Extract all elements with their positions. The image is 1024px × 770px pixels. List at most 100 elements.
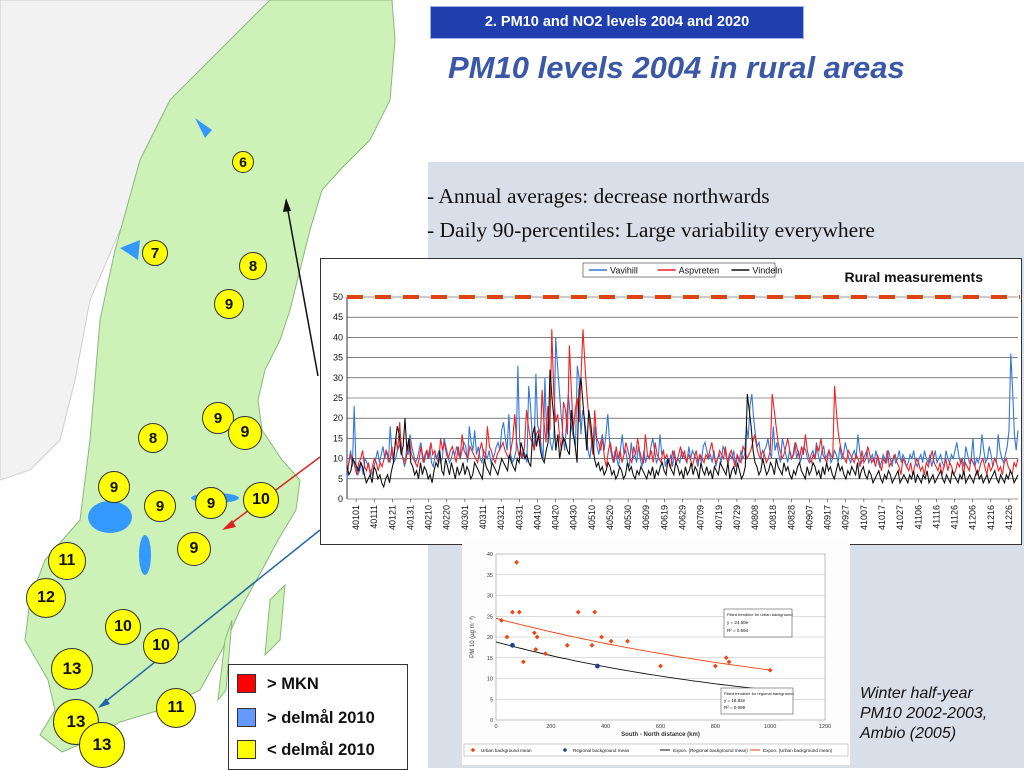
section-header: 2. PM10 and NO2 levels 2004 and 2020	[430, 6, 804, 39]
x-tick-label: 40808	[750, 505, 760, 530]
annotation-eq: y = 18.82e	[724, 698, 746, 703]
arrow-red-head	[222, 520, 236, 530]
y-tick-label: 10	[487, 677, 493, 683]
x-tick-label: 40430	[569, 505, 579, 530]
urban-point	[625, 638, 630, 644]
x-tick-label: 41206	[968, 505, 978, 530]
urban-point	[514, 559, 519, 565]
urban-point	[658, 663, 663, 669]
urban-point	[723, 655, 729, 661]
urban-point	[521, 659, 526, 665]
y-tick-label: 35	[333, 353, 343, 363]
legend-label: Regional background mean	[573, 748, 630, 753]
urban-point	[575, 609, 581, 615]
x-tick-label: 41126	[950, 505, 960, 529]
urban-point	[542, 651, 548, 656]
station-badge: 7	[142, 240, 168, 266]
legend-key	[471, 748, 475, 752]
x-tick-label: 40828	[786, 505, 796, 530]
x-tick-label: 40301	[460, 505, 470, 530]
y-tick-label: 10	[333, 454, 343, 464]
y-tick-label: 15	[487, 656, 493, 662]
x-tick-label: 1000	[764, 724, 776, 730]
x-tick-label: 200	[546, 724, 555, 730]
gotland	[264, 583, 286, 657]
regional-trendline	[495, 641, 771, 691]
station-badge: 11	[156, 688, 196, 728]
y-tick-label: 20	[487, 635, 493, 641]
x-tick-label: 40629	[678, 505, 688, 530]
x-tick-label: 41106	[913, 505, 923, 529]
station-badge: 9	[195, 487, 227, 519]
station-badge: 9	[228, 416, 262, 450]
x-tick-label: 40709	[696, 505, 706, 530]
station-badge: 6	[232, 151, 254, 173]
figure-credit: Winter half-year PM10 2002-2003, Ambio (…	[860, 684, 987, 744]
urban-point	[712, 663, 718, 669]
legend-label: Vavihill	[610, 266, 638, 276]
x-tick-label: 1200	[819, 724, 831, 730]
legend-swatch	[237, 708, 256, 727]
station-badge: 8	[239, 252, 267, 280]
urban-point	[592, 609, 598, 615]
urban-point	[504, 634, 510, 640]
x-tick-label: 41017	[877, 505, 887, 530]
slide-title: PM10 levels 2004 in rural areas	[448, 50, 905, 85]
x-tick-label: 41226	[1004, 505, 1014, 530]
urban-point	[589, 642, 595, 648]
x-tick-label: 40331	[514, 505, 524, 530]
y-tick-label: 30	[487, 594, 493, 600]
x-tick-label: 40917	[823, 505, 833, 530]
x-tick-label: 40410	[532, 505, 542, 530]
legend-label: > MKN	[267, 675, 319, 693]
annotation-r2: R² = 0.694	[727, 628, 749, 633]
station-badge: 9	[144, 490, 176, 522]
urban-point	[531, 630, 537, 636]
legend-frame	[582, 262, 776, 278]
bullet-annual: - Annual averages: decrease northwards	[427, 184, 770, 208]
legend-label: Expon. (Regional background mean)	[673, 748, 748, 753]
legend-label: Urban background mean	[481, 748, 532, 753]
legend-label: Expon. (Urban background mean)	[763, 748, 833, 753]
arrow-north	[285, 199, 319, 377]
x-tick-label: 41007	[859, 505, 869, 530]
urban-point	[767, 667, 773, 673]
x-tick-label: 41027	[895, 505, 905, 530]
legend-label: Vindeln	[752, 266, 782, 276]
scatter-legend: Urban background mean Regional background…	[463, 743, 849, 757]
annotation-box	[723, 608, 793, 638]
x-tick-label: 40420	[551, 505, 561, 530]
regional-fit-annotation: Fitted trendline for regional background…	[720, 687, 794, 715]
oland	[217, 619, 233, 702]
y-tick-label: 5	[338, 474, 343, 484]
chart-legend: Vavihill Aspvreten Vindeln	[582, 262, 782, 278]
station-badge: 10	[243, 482, 279, 518]
bullet-daily: - Daily 90-percentiles: Large variabilit…	[427, 218, 875, 242]
x-tick-label: 40131	[405, 505, 415, 530]
y-tick-label: 30	[333, 373, 343, 383]
y-tick-label: 15	[333, 433, 343, 443]
legend-key	[563, 748, 567, 752]
annotation-eq: y = 24.50e	[727, 620, 749, 625]
y-tick-label: 20	[333, 413, 343, 423]
urban-trendline	[495, 617, 771, 671]
x-tick-label: 40907	[804, 505, 814, 530]
rural-line-chart: 0 5 10 15 20 25 30 35 40 45 50 40101 40111 40121 40131…	[320, 258, 1022, 545]
lake-north-1	[120, 240, 140, 260]
x-tick-label: 41216	[986, 505, 996, 530]
urban-point	[534, 634, 540, 640]
x-tick-label: 40609	[641, 505, 651, 530]
x-tick-label: 40719	[714, 505, 724, 530]
station-badge: 13	[51, 648, 93, 690]
station-badge: 13	[79, 722, 125, 768]
scatter-figure: 0 5 10 15 20 25 30 35 40 0 200 400 600 800 1000 1200 Sou…	[462, 540, 850, 765]
x-tick-label: 0	[494, 724, 497, 730]
x-tick-label: 40220	[442, 505, 452, 530]
x-tick-label: 40729	[732, 505, 742, 530]
line-chart-svg: 0 5 10 15 20 25 30 35 40 45 50 40101 40111 40121 40131…	[333, 262, 1020, 530]
y-tick-label: 0	[338, 494, 343, 504]
x-tick-label: 40927	[841, 505, 851, 530]
x-tick-label: 40311	[478, 505, 488, 529]
urban-point	[516, 609, 522, 615]
